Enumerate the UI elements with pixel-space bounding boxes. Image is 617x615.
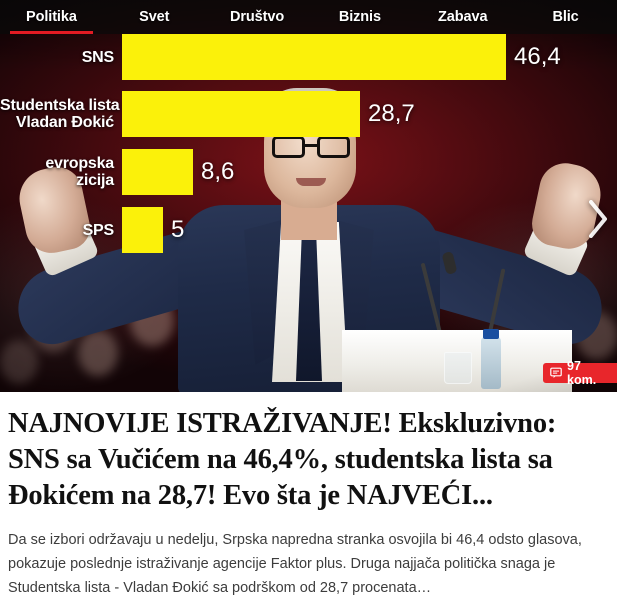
drinking-glass bbox=[444, 352, 472, 384]
chart-value-label: 28,7 bbox=[368, 100, 415, 127]
chart-bar bbox=[122, 91, 360, 137]
chart-value-label: 46,4 bbox=[514, 43, 561, 70]
comment-count-label: 97 kom. bbox=[567, 359, 597, 387]
nav-tab-zabava[interactable]: Zabava bbox=[411, 0, 514, 34]
nav-tab-label: Blic bbox=[552, 9, 579, 25]
carousel-next-chevron-icon[interactable] bbox=[585, 196, 611, 242]
category-nav: Politika Svet Društvo Biznis Zabava Blic bbox=[0, 0, 617, 34]
nav-tab-label: Zabava bbox=[438, 9, 488, 25]
chart-bar bbox=[122, 34, 506, 80]
chart-category-label: SNS bbox=[81, 48, 115, 66]
chart-bar-row: evropska zicija 8,6 bbox=[0, 149, 617, 195]
nav-tab-politika[interactable]: Politika bbox=[0, 0, 103, 34]
chart-category-label: evropska zicija bbox=[45, 155, 114, 189]
chart-category-label: SPS bbox=[82, 221, 115, 239]
nav-tab-blic[interactable]: Blic bbox=[514, 0, 617, 34]
chart-category-label: Studentska lista Vladan Đokić bbox=[0, 97, 120, 131]
comment-bubble-icon bbox=[550, 367, 562, 379]
chart-bar-row: Studentska lista Vladan Đokić 28,7 bbox=[0, 91, 617, 137]
nav-tab-label: Društvo bbox=[230, 9, 285, 25]
hero-image-area: SNS 46,4 Studentska lista Vladan Đokić 28,7 e… bbox=[0, 0, 617, 392]
chart-value-label: 5 bbox=[171, 216, 185, 243]
chart-bar bbox=[122, 207, 163, 253]
chart-bar bbox=[122, 149, 193, 195]
article-lede: Da se izbori održavaju u nedelju, Srpska… bbox=[8, 532, 582, 596]
nav-tab-dru-tvo[interactable]: Društvo bbox=[206, 0, 309, 34]
chart-bar-row: SNS 46,4 bbox=[0, 34, 617, 80]
chart-value-label: 8,6 bbox=[201, 158, 235, 185]
nav-tab-label: Politika bbox=[26, 9, 77, 25]
nav-tab-label: Biznis bbox=[338, 9, 381, 25]
nav-tab-label: Svet bbox=[139, 9, 170, 25]
article-text-block: NAJNOVIJE ISTRAŽIVANJE! Ekskluzivno: SNS… bbox=[0, 392, 617, 615]
chart-bar-row: SPS 5 bbox=[0, 207, 617, 253]
comment-count-badge[interactable]: 97 kom. bbox=[543, 359, 617, 387]
poll-bar-chart: SNS 46,4 Studentska lista Vladan Đokić 28,7 e… bbox=[0, 28, 617, 260]
nav-tab-biznis[interactable]: Biznis bbox=[308, 0, 411, 34]
water-bottle-cap bbox=[483, 329, 499, 339]
nav-tab-svet[interactable]: Svet bbox=[103, 0, 206, 34]
water-bottle bbox=[481, 337, 501, 389]
article-headline[interactable]: NAJNOVIJE ISTRAŽIVANJE! Ekskluzivno: SNS… bbox=[8, 408, 557, 511]
